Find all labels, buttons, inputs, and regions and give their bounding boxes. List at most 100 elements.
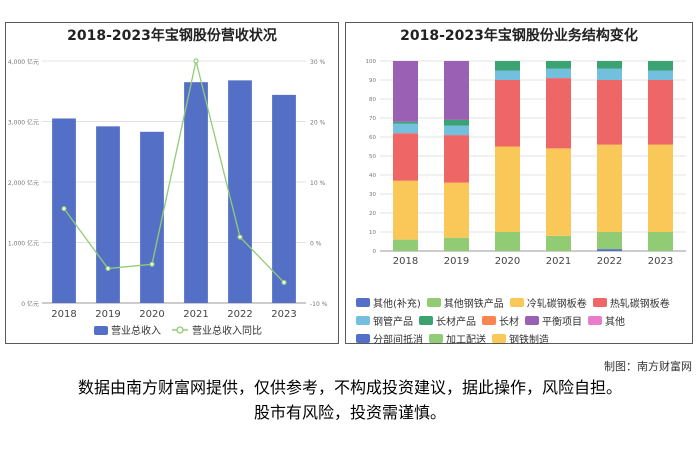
stack-segment	[546, 61, 571, 69]
legend-label: 长材产品	[436, 317, 476, 328]
disclaimer-line-1: 数据由南方财富网提供，仅供参考，不构成投资建议，据此操作，风险自担。	[77, 378, 622, 397]
x-tick-label: 2022	[597, 256, 622, 267]
stack-segment	[597, 249, 622, 251]
stack-segment	[648, 144, 673, 232]
stack-segment	[495, 232, 520, 251]
legend-swatch	[492, 334, 506, 343]
x-tick-label: 2018	[393, 256, 418, 267]
legend-label: 冷轧碳钢板卷	[526, 299, 587, 310]
yoy-point	[281, 279, 287, 286]
legend-item[interactable]: 分部间抵消	[356, 331, 423, 346]
stack-segment	[444, 135, 469, 183]
legend-swatch	[509, 298, 524, 307]
legend-item[interactable]: 热轧碳钢板卷	[592, 295, 670, 310]
stack-segment	[444, 119, 469, 126]
y-tick-label: 10	[369, 230, 376, 236]
stack-segment	[444, 125, 469, 136]
legend-item[interactable]: 其他(补充)	[356, 295, 421, 310]
legend-row: 其他(补充) 其他钢铁产品 冷轧碳钢板卷 热轧碳钢板卷	[356, 295, 676, 310]
revenue-chart: 0 亿元 -10 % 1,000 亿元 0 % 2,000 亿元 10 % 3,000 亿元…	[8, 58, 328, 337]
legend-swatch	[356, 316, 370, 325]
legend-item[interactable]: 钢铁制造	[492, 331, 549, 346]
legend-label: 加工配送	[446, 335, 486, 346]
y-tick-label: 20	[369, 211, 376, 217]
legend-label: 其他	[605, 317, 625, 328]
x-tick-label: 2018	[51, 309, 76, 320]
yoy-point	[149, 261, 155, 267]
stack-segment	[495, 70, 520, 80]
y-right-tick-label: 10 %	[310, 180, 326, 187]
stack-segment	[648, 80, 673, 145]
stack-segment	[648, 70, 673, 80]
stack-segment	[546, 68, 571, 79]
y-left-tick-label: 0 亿元	[21, 300, 39, 308]
stack-segment	[393, 61, 418, 122]
stack-segment	[648, 232, 673, 251]
x-tick-label: 2021	[546, 256, 571, 267]
legend-item[interactable]: 平衡项目	[525, 313, 582, 328]
legend-swatch	[356, 334, 370, 343]
x-tick-label: 2019	[444, 256, 469, 267]
legend-item[interactable]: 钢管产品	[356, 313, 413, 328]
stack-segment	[444, 182, 469, 238]
stack-segment	[495, 61, 520, 71]
stack-segment	[597, 61, 622, 69]
stack-segment	[444, 237, 469, 251]
stack-segment	[597, 68, 622, 80]
legend-row: 分部间抵消 加工配送 钢铁制造	[356, 331, 555, 346]
revenue-bar	[140, 131, 164, 303]
legend-swatch	[588, 316, 602, 325]
y-right-tick-label: -10 %	[310, 301, 328, 308]
revenue-bar	[184, 82, 208, 303]
stack-segment	[597, 80, 622, 145]
legend-label: 其他(补充)	[373, 299, 421, 310]
y-right-tick-label: 0 %	[310, 241, 322, 248]
x-tick-label: 2021	[183, 309, 208, 320]
legend-marker-yoy	[176, 326, 184, 334]
legend-swatch	[419, 316, 433, 325]
stack-segment	[393, 180, 418, 240]
stack-segment	[597, 144, 622, 232]
legend-label-yoy: 营业总收入同比	[192, 324, 262, 337]
y-left-tick-label: 4,000 亿元	[8, 58, 39, 66]
legend-label: 钢管产品	[373, 317, 413, 328]
legend-item[interactable]: 冷轧碳钢板卷	[509, 295, 587, 310]
legend-label: 其他钢铁产品	[443, 299, 504, 310]
y-tick-label: 60	[369, 135, 376, 141]
y-tick-label: 90	[369, 78, 376, 84]
disclaimer: 数据由南方财富网提供，仅供参考，不构成投资建议，据此操作，风险自担。 股市有风险…	[0, 375, 700, 425]
stack-segment	[546, 148, 571, 236]
y-right-tick-label: 20 %	[310, 120, 326, 127]
revenue-bar	[96, 126, 120, 303]
stack-segment	[393, 121, 418, 124]
stack-segment	[597, 232, 622, 250]
stack-segment	[444, 61, 469, 120]
legend-swatch	[592, 298, 607, 307]
legend-item[interactable]: 长材	[482, 313, 519, 328]
legend-row: 钢管产品 长材产品 长材 平衡项目 其他	[356, 313, 631, 328]
y-right-tick-label: 30 %	[310, 59, 326, 66]
legend-item[interactable]: 加工配送	[429, 331, 486, 346]
legend-swatch	[356, 298, 370, 307]
x-tick-label: 2020	[139, 309, 164, 320]
x-tick-label: 2023	[271, 309, 296, 320]
legend-swatch	[426, 298, 441, 307]
stack-segment	[393, 133, 418, 181]
y-tick-label: 80	[369, 97, 376, 103]
legend-item[interactable]: 其他	[588, 313, 625, 328]
y-tick-label: 70	[369, 116, 376, 122]
x-tick-label: 2019	[95, 309, 120, 320]
y-tick-label: 100	[366, 59, 377, 65]
yoy-point	[237, 234, 243, 240]
legend-item[interactable]: 其他钢铁产品	[426, 295, 504, 310]
legend-label: 钢铁制造	[509, 335, 549, 346]
stack-segment	[495, 80, 520, 147]
legend-swatch	[525, 316, 539, 325]
legend-label: 热轧碳钢板卷	[609, 299, 670, 310]
disclaimer-line-2: 股市有风险，投资需谨慎。	[253, 403, 446, 422]
legend-item[interactable]: 长材产品	[419, 313, 476, 328]
yoy-point	[105, 265, 111, 272]
legend-label: 长材	[499, 317, 519, 328]
y-tick-label: 40	[369, 173, 376, 179]
stack-segment	[393, 239, 418, 251]
